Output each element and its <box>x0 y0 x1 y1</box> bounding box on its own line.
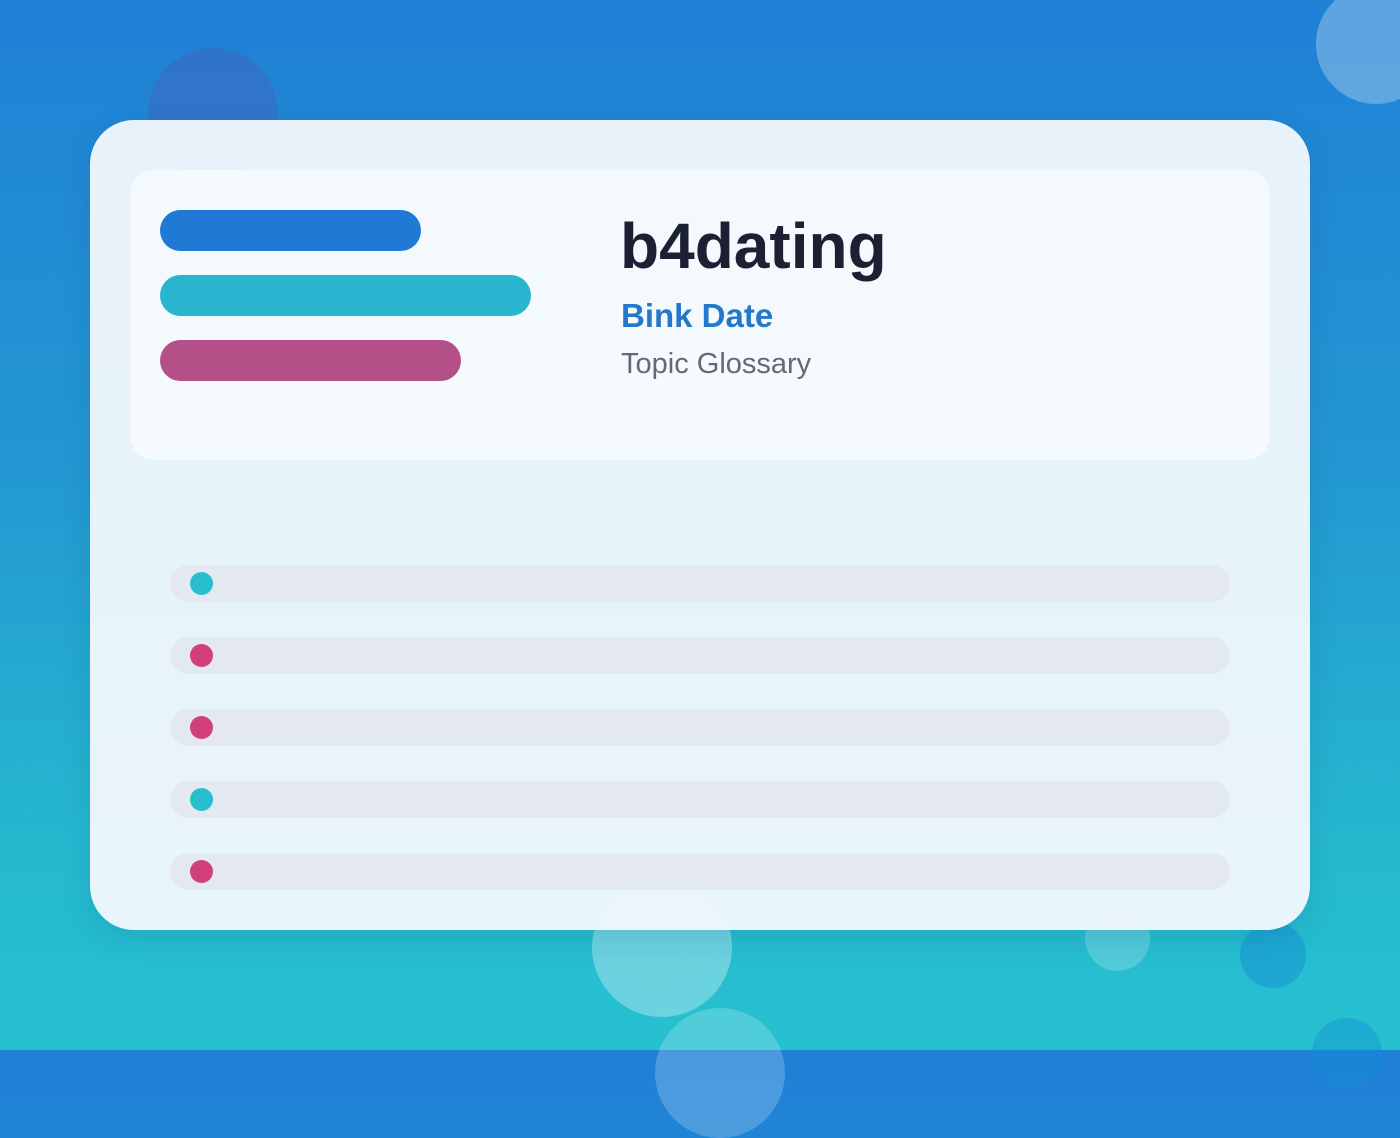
bullet-dot-icon <box>190 860 213 883</box>
header-panel: b4dating Bink Date Topic Glossary <box>130 170 1270 460</box>
page-subtitle: Bink Date <box>621 297 774 334</box>
list-item[interactable] <box>170 637 1230 674</box>
background-bubble <box>1312 1018 1382 1088</box>
list-item[interactable] <box>170 565 1230 602</box>
list-item[interactable] <box>170 853 1230 890</box>
decorative-bar-blue <box>160 210 421 251</box>
background-bubble <box>1240 922 1306 988</box>
decorative-bar-pink <box>160 340 461 381</box>
page-title: b4dating <box>620 210 887 282</box>
bullet-dot-icon <box>190 644 213 667</box>
glossary-list <box>170 565 1230 925</box>
background-bubble <box>655 1008 785 1138</box>
list-item[interactable] <box>170 781 1230 818</box>
background-bubble <box>1316 0 1400 104</box>
bullet-dot-icon <box>190 572 213 595</box>
list-item[interactable] <box>170 709 1230 746</box>
decorative-bar-cyan <box>160 275 531 316</box>
main-card: b4dating Bink Date Topic Glossary <box>90 120 1310 930</box>
bullet-dot-icon <box>190 716 213 739</box>
bullet-dot-icon <box>190 788 213 811</box>
page-caption: Topic Glossary <box>621 348 812 380</box>
